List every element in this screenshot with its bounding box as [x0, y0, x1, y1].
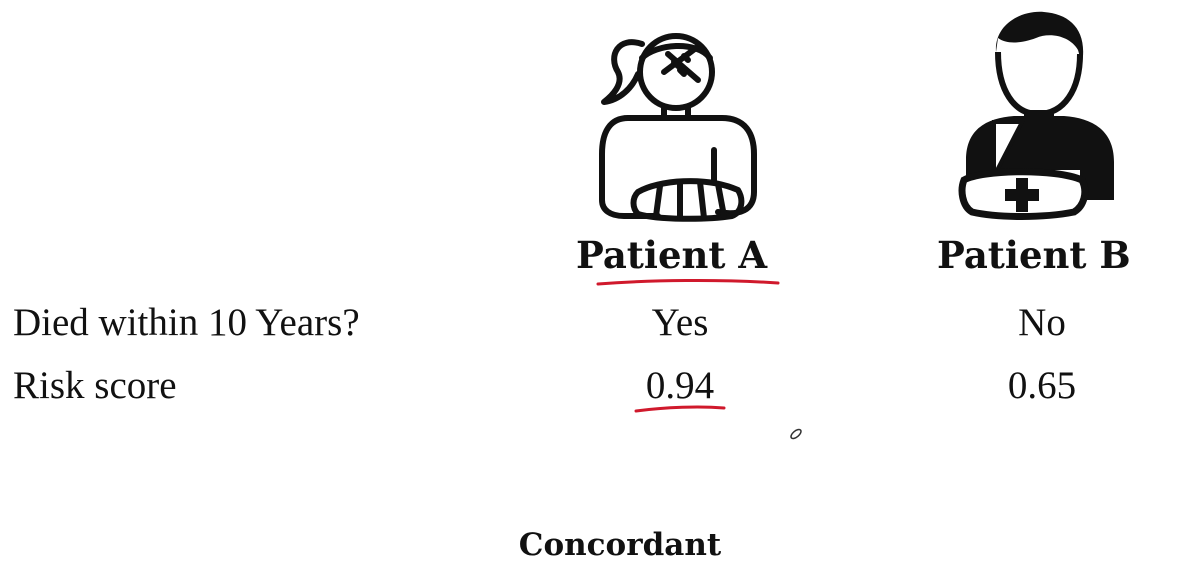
patient-b-risk-score: 0.65: [1007, 364, 1077, 407]
patient-a-underline: [596, 278, 780, 286]
man-arm-sling-icon: [958, 10, 1118, 222]
patient-a-died-value: Yes: [651, 301, 709, 344]
patient-a-header: Patient A: [576, 233, 768, 277]
risk-score-label: Risk score: [13, 364, 177, 407]
patient-b-died-value: No: [1018, 301, 1066, 344]
pen-cursor-icon: [790, 428, 802, 440]
died-within-10-years-label: Died within 10 Years?: [13, 301, 360, 344]
patient-b-header: Patient B: [937, 233, 1131, 277]
woman-broken-arm-icon: [598, 14, 758, 222]
risk-score-underline: [634, 405, 726, 413]
concordant-conclusion: Concordant: [518, 527, 722, 563]
patient-a-risk-score: 0.94: [645, 364, 715, 407]
